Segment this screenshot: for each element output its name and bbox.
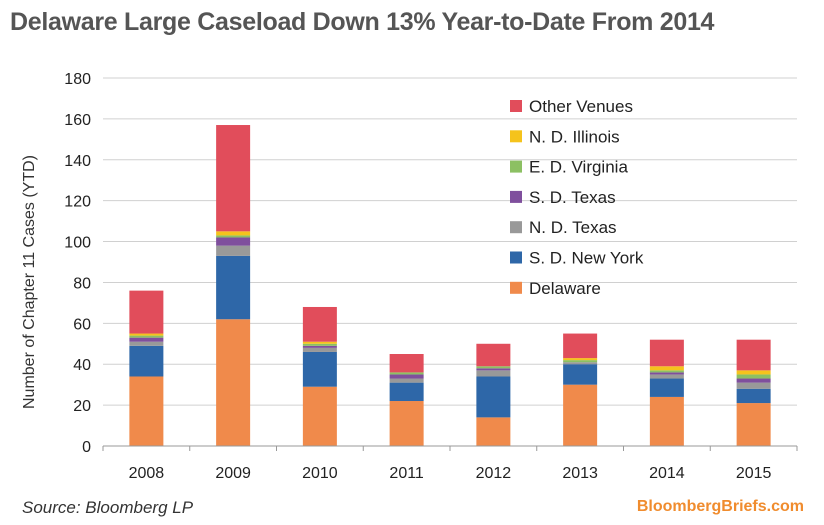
bar-delaware-2015 bbox=[736, 403, 771, 446]
bar-other-venues-2015 bbox=[736, 339, 771, 371]
bar-s-d-texas-2014 bbox=[649, 372, 684, 375]
bar-s-d-new-york-2008 bbox=[129, 345, 164, 377]
bar-n-d-texas-2013 bbox=[563, 362, 598, 365]
y-tick-label: 80 bbox=[73, 275, 91, 292]
legend-swatch bbox=[510, 221, 522, 234]
legend-swatch bbox=[510, 100, 522, 112]
legend-label: N. D. Texas bbox=[529, 218, 617, 237]
bar-s-d-new-york-2011 bbox=[389, 382, 424, 402]
bar-s-d-texas-2009 bbox=[216, 237, 251, 246]
bar-n-d-texas-2008 bbox=[129, 341, 164, 346]
bar-n-d-illinois-2014 bbox=[649, 366, 684, 371]
legend-swatch bbox=[510, 251, 522, 264]
bar-delaware-2008 bbox=[129, 376, 164, 446]
bar-s-d-new-york-2014 bbox=[649, 378, 684, 397]
bars bbox=[102, 125, 798, 451]
bar-s-d-texas-2008 bbox=[129, 337, 164, 342]
bar-n-d-illinois-2015 bbox=[736, 370, 771, 375]
legend-label: Delaware bbox=[529, 279, 601, 298]
bar-n-d-texas-2009 bbox=[216, 245, 251, 256]
x-tick-labels: 2008 2009 2010 2011 2012 2013 2014 2015 bbox=[129, 465, 772, 482]
bar-delaware-2013 bbox=[563, 384, 598, 446]
legend-swatch bbox=[510, 160, 522, 173]
legend: Other Venues N. D. Illinois E. D. Virginia… bbox=[510, 97, 644, 298]
bar-other-venues-2014 bbox=[649, 339, 684, 367]
x-tick-label: 2015 bbox=[736, 465, 772, 482]
legend-label: S. D. New York bbox=[529, 249, 644, 268]
bar-n-d-illinois-2013 bbox=[563, 358, 598, 361]
bar-s-d-new-york-2013 bbox=[563, 364, 598, 385]
y-tick-label: 100 bbox=[64, 235, 91, 252]
stacked-bar-chart: 0 20 40 60 80 100 120 140 160 180 2008 2009 2010 201… bbox=[21, 71, 798, 482]
bar-e-d-virginia-2009 bbox=[216, 235, 251, 238]
x-tick-label: 2008 bbox=[129, 465, 165, 482]
bar-n-d-texas-2015 bbox=[736, 382, 771, 389]
x-tick-label: 2012 bbox=[476, 465, 512, 482]
bar-other-venues-2009 bbox=[216, 125, 251, 232]
bar-s-d-new-york-2015 bbox=[736, 388, 771, 404]
bar-s-d-new-york-2010 bbox=[302, 351, 337, 387]
y-tick-label: 60 bbox=[73, 316, 91, 333]
bar-n-d-texas-2012 bbox=[476, 370, 511, 377]
bar-e-d-virginia-2008 bbox=[129, 335, 164, 338]
y-tick-label: 140 bbox=[64, 153, 91, 170]
bar-n-d-illinois-2009 bbox=[216, 231, 251, 236]
y-tick-label: 120 bbox=[64, 194, 91, 211]
x-tick-label: 2014 bbox=[649, 465, 685, 482]
bar-e-d-virginia-2012 bbox=[476, 366, 511, 369]
bar-e-d-virginia-2013 bbox=[563, 360, 598, 363]
legend-label: N. D. Illinois bbox=[529, 127, 620, 146]
y-tick-labels: 0 20 40 60 80 100 120 140 160 180 bbox=[64, 71, 91, 456]
bar-s-d-texas-2015 bbox=[736, 378, 771, 383]
bar-e-d-virginia-2010 bbox=[302, 343, 337, 346]
x-tick-label: 2010 bbox=[302, 465, 338, 482]
x-tick-label: 2013 bbox=[562, 465, 598, 482]
bar-other-venues-2008 bbox=[129, 290, 164, 334]
y-tick-label: 20 bbox=[73, 398, 91, 415]
legend-label: Other Venues bbox=[529, 97, 633, 116]
y-tick-label: 40 bbox=[73, 357, 91, 374]
brand-credit: BloombergBriefs.com bbox=[636, 498, 804, 515]
bar-n-d-illinois-2008 bbox=[129, 333, 164, 336]
bar-s-d-new-york-2009 bbox=[216, 255, 251, 320]
y-tick-label: 0 bbox=[82, 439, 91, 456]
bar-other-venues-2010 bbox=[302, 306, 337, 342]
legend-swatch bbox=[510, 190, 522, 203]
bar-n-d-texas-2010 bbox=[302, 347, 337, 352]
x-tick-label: 2011 bbox=[389, 465, 424, 482]
bar-n-d-illinois-2010 bbox=[302, 341, 337, 344]
bar-s-d-texas-2011 bbox=[389, 374, 424, 379]
page-title: Delaware Large Caseload Down 13% Year-to… bbox=[10, 8, 715, 36]
legend-swatch bbox=[510, 130, 522, 143]
bar-e-d-virginia-2015 bbox=[736, 374, 771, 379]
bar-n-d-texas-2014 bbox=[649, 374, 684, 379]
legend-label: S. D. Texas bbox=[529, 188, 616, 207]
x-tick-label: 2009 bbox=[215, 465, 251, 482]
bar-e-d-virginia-2014 bbox=[649, 370, 684, 373]
bar-other-venues-2012 bbox=[476, 343, 511, 367]
bar-s-d-texas-2012 bbox=[476, 368, 511, 371]
bar-s-d-new-york-2012 bbox=[476, 376, 511, 418]
bar-delaware-2010 bbox=[302, 386, 337, 446]
bar-delaware-2012 bbox=[476, 417, 511, 446]
gridlines bbox=[103, 77, 797, 406]
bar-s-d-texas-2010 bbox=[302, 345, 337, 348]
bar-other-venues-2013 bbox=[563, 333, 598, 359]
bar-delaware-2011 bbox=[389, 401, 424, 446]
bar-other-venues-2011 bbox=[389, 354, 424, 373]
y-axis-label: Number of Chapter 11 Cases (YTD) bbox=[21, 155, 38, 409]
source-note: Source: Bloomberg LP bbox=[22, 498, 194, 517]
bar-n-d-texas-2011 bbox=[389, 378, 424, 383]
y-tick-label: 180 bbox=[64, 71, 91, 88]
bar-delaware-2009 bbox=[216, 319, 251, 446]
legend-label: E. D. Virginia bbox=[529, 158, 628, 177]
y-tick-label: 160 bbox=[64, 112, 91, 129]
legend-swatch bbox=[510, 281, 522, 294]
bar-e-d-virginia-2011 bbox=[389, 372, 424, 375]
bar-delaware-2014 bbox=[649, 396, 684, 446]
